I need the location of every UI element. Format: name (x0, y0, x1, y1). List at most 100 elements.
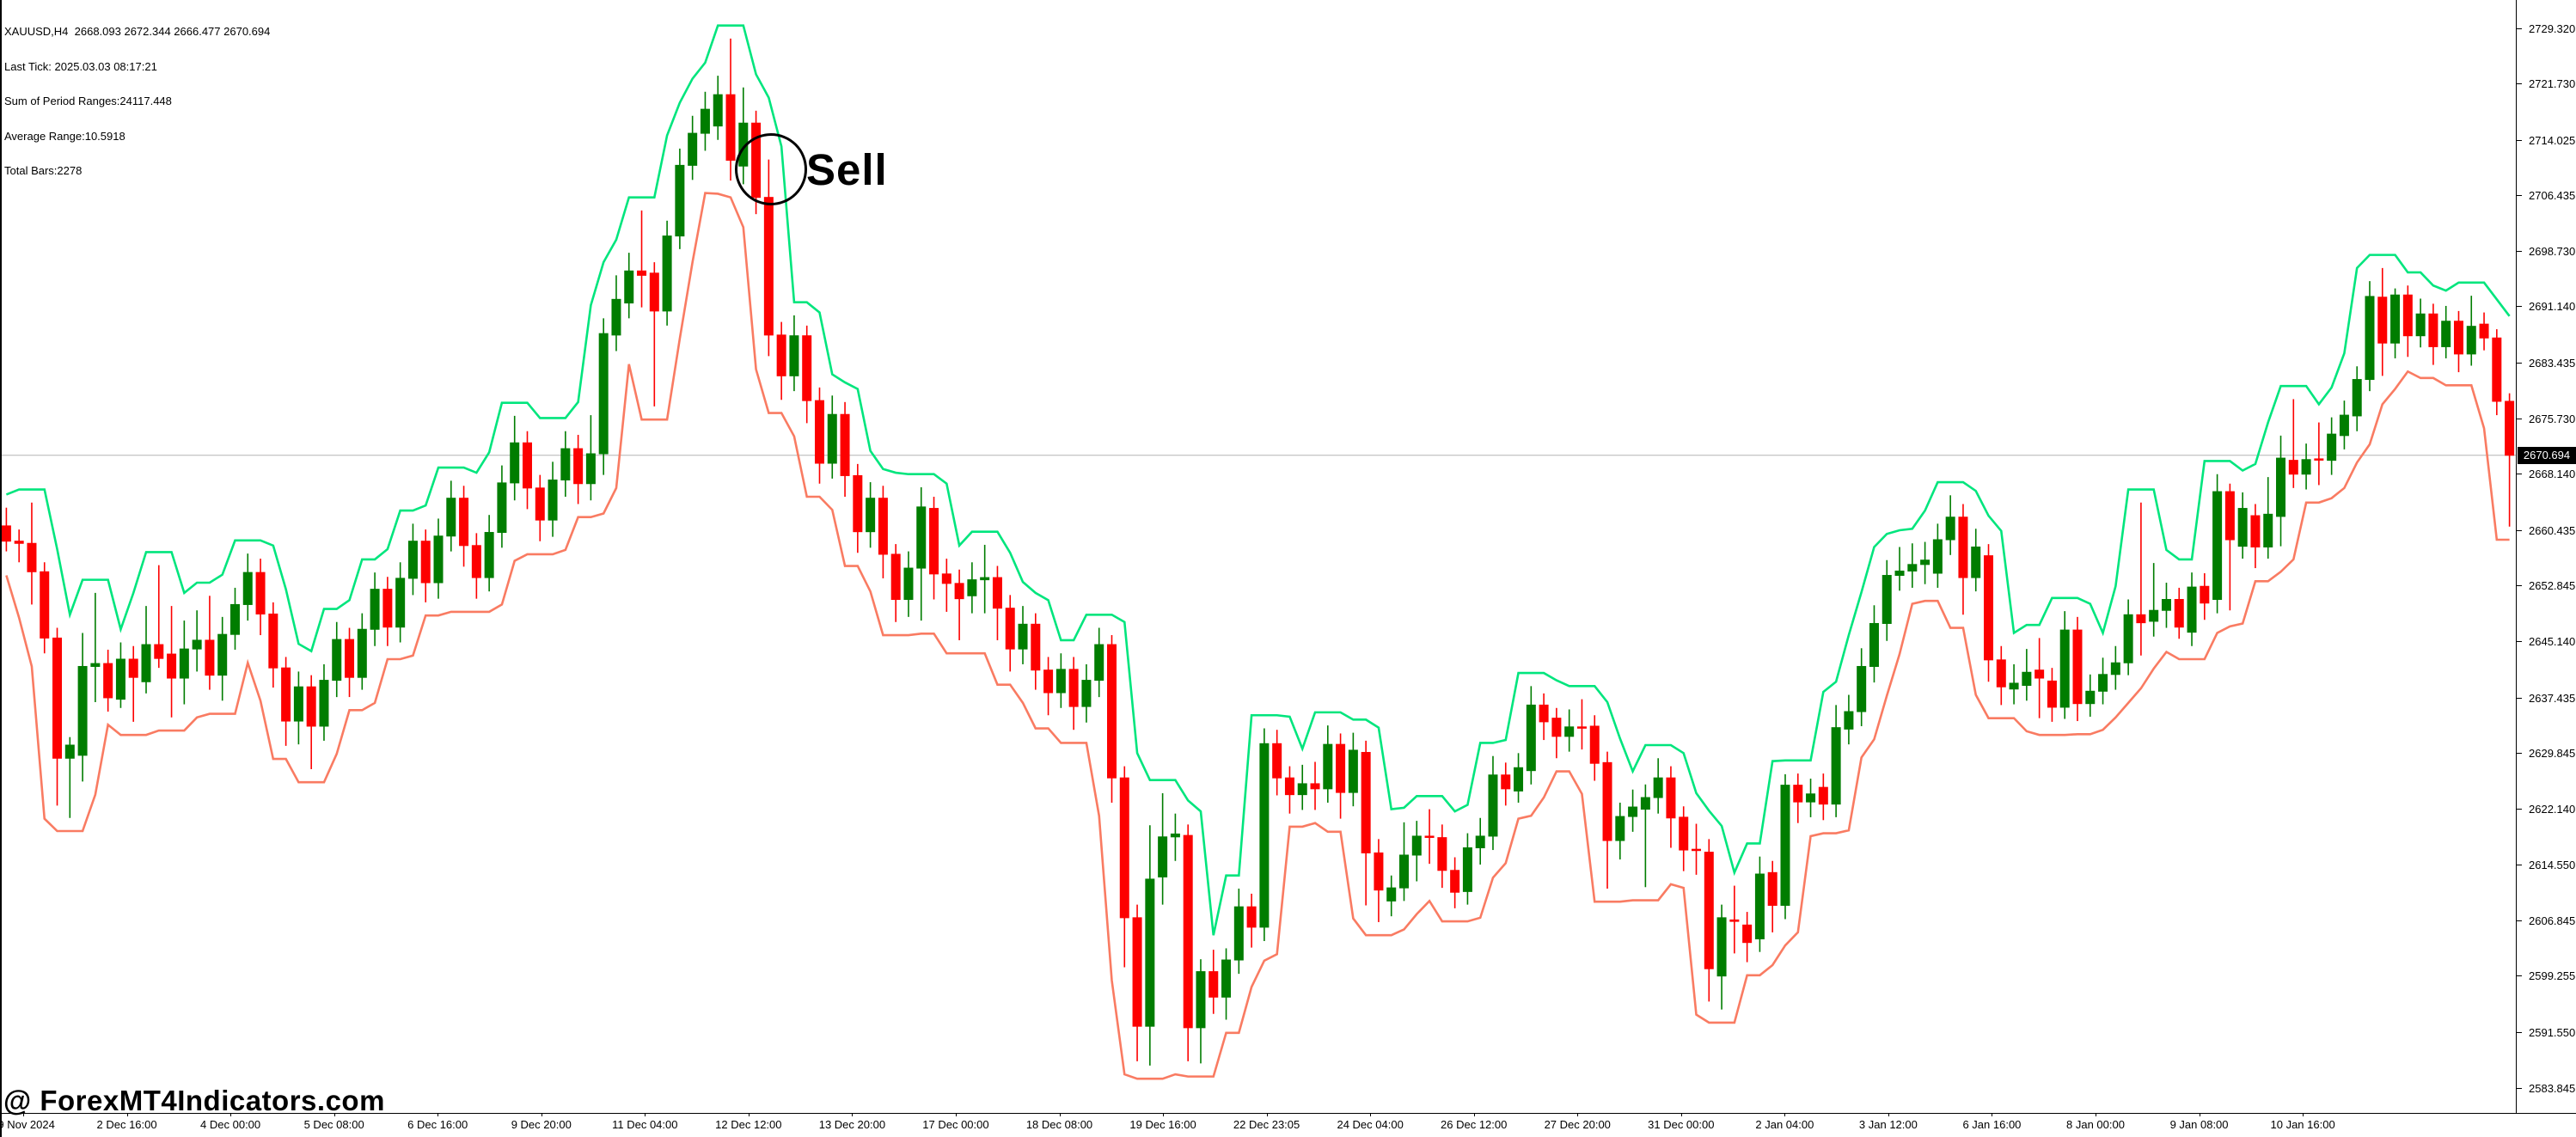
candle (1336, 733, 1346, 819)
price-axis-label: 2698.730 (2529, 245, 2576, 259)
candle (1514, 753, 1524, 803)
candle (115, 642, 125, 708)
candle (1640, 784, 1650, 888)
candle (713, 76, 723, 140)
sell-label: Sell (806, 145, 888, 194)
candle (1323, 725, 1333, 803)
candle (598, 318, 609, 475)
time-axis-label: 5 Dec 08:00 (303, 1118, 364, 1131)
candle (306, 675, 316, 769)
candle (1844, 694, 1854, 745)
time-axis-label: 27 Dec 20:00 (1544, 1118, 1611, 1131)
candle (459, 486, 469, 567)
candle (40, 562, 50, 654)
time-axis-label: 18 Dec 08:00 (1025, 1118, 1093, 1131)
candle (2022, 649, 2032, 701)
time-axis: 29 Nov 2024 2 Dec 16:00 4 Dec 00:00 5 Dec 0… (0, 1113, 2576, 1137)
candle (2072, 616, 2083, 722)
candle (382, 577, 393, 646)
candle (802, 325, 812, 424)
candle (1361, 740, 1371, 906)
candle (255, 559, 266, 636)
candle (1615, 802, 1625, 860)
candle (1539, 693, 1549, 741)
candle (1806, 778, 1816, 817)
candle (484, 515, 494, 592)
candle (2123, 599, 2133, 675)
candle (1094, 627, 1104, 698)
candle (1793, 773, 1803, 823)
candle (2212, 474, 2223, 614)
candle (1704, 839, 1714, 1002)
candle (840, 401, 850, 498)
price-axis-label: 2721.730 (2529, 77, 2576, 91)
candle (1958, 504, 1968, 615)
candle (2453, 310, 2463, 373)
price-axis-label: 2683.435 (2529, 356, 2576, 370)
candle (1043, 657, 1054, 716)
candle (2009, 663, 2019, 705)
candle (1132, 904, 1142, 1061)
candle (205, 596, 215, 690)
chart-info-overlay: XAUUSD,H4 2668.093 2672.344 2666.477 267… (4, 3, 270, 200)
candle (2415, 298, 2426, 348)
candle (1297, 764, 1307, 810)
candle (446, 480, 456, 552)
candle (522, 431, 532, 510)
candle (1692, 823, 1702, 875)
time-axis-label: 12 Dec 12:00 (715, 1118, 782, 1131)
candle (637, 210, 647, 308)
candle (2136, 502, 2146, 656)
candle (890, 544, 901, 622)
time-axis-label: 6 Dec 16:00 (407, 1118, 468, 1131)
price-axis-label: 2622.140 (2529, 803, 2576, 816)
candle (814, 387, 824, 484)
price-axis-tick (2517, 920, 2522, 921)
candle (14, 529, 24, 563)
candle (510, 415, 520, 501)
candle (192, 610, 202, 672)
candle (1310, 761, 1320, 810)
candle (420, 529, 431, 602)
time-axis-tick (230, 1113, 232, 1116)
time-axis-label: 9 Dec 20:00 (511, 1118, 572, 1131)
candle (2390, 288, 2401, 358)
candle (866, 482, 876, 548)
time-axis-tick (1888, 1113, 1889, 1116)
candle (585, 415, 596, 501)
candle (2187, 572, 2197, 646)
candle (407, 523, 418, 596)
candle (1742, 912, 1753, 963)
candle (1945, 495, 1955, 555)
candle (1411, 821, 1422, 882)
candle (128, 645, 138, 722)
time-axis-tick (1784, 1113, 1786, 1116)
candlestick-chart-plot-area[interactable] (0, 0, 2516, 1114)
candle (1501, 762, 1511, 806)
candle (1183, 824, 1193, 1061)
price-axis-label: 2729.320 (2529, 21, 2576, 35)
candle (345, 627, 355, 698)
candle (992, 565, 1002, 640)
time-axis-tick (1577, 1113, 1579, 1116)
price-axis-tick (2517, 585, 2522, 587)
candle (980, 544, 990, 614)
candle (2250, 504, 2261, 569)
price-axis-label: 2675.730 (2529, 413, 2576, 426)
candle (179, 620, 189, 705)
candle (675, 148, 685, 249)
time-axis-label: 22 Dec 23:05 (1233, 1118, 1300, 1131)
candle (2110, 645, 2120, 690)
sell-circle-annotation (735, 133, 807, 205)
candle (954, 569, 964, 640)
candle (573, 434, 584, 504)
info-symbol-ohlc: XAUUSD,H4 2668.093 2672.344 2666.477 267… (4, 25, 271, 38)
current-price-tag: 2670.694 (2518, 446, 2576, 464)
candle (853, 463, 863, 553)
price-axis-tick (2517, 752, 2522, 754)
price-axis-tick (2517, 251, 2522, 253)
candle (2428, 303, 2438, 365)
time-axis-tick (23, 1113, 24, 1116)
time-axis-label: 4 Dec 00:00 (200, 1118, 261, 1131)
candle (1526, 686, 1536, 785)
